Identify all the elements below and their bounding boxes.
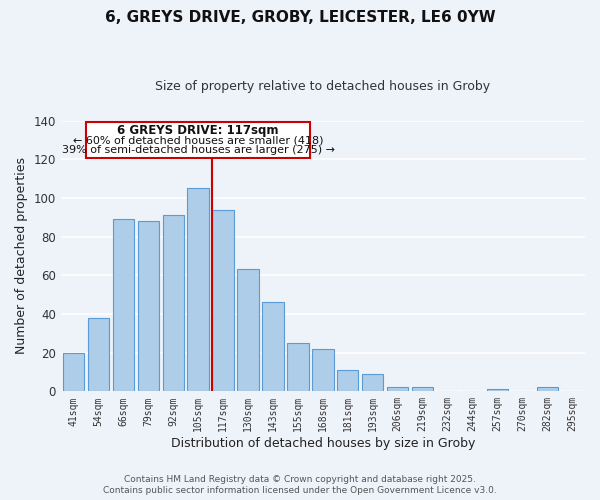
Text: Contains public sector information licensed under the Open Government Licence v3: Contains public sector information licen… <box>103 486 497 495</box>
Bar <box>62 352 84 392</box>
Bar <box>238 270 259 392</box>
Text: 39% of semi-detached houses are larger (275) →: 39% of semi-detached houses are larger (… <box>62 144 335 154</box>
Text: ← 60% of detached houses are smaller (418): ← 60% of detached houses are smaller (41… <box>73 135 323 145</box>
Bar <box>362 374 383 392</box>
Bar <box>287 343 308 392</box>
Text: Contains HM Land Registry data © Crown copyright and database right 2025.: Contains HM Land Registry data © Crown c… <box>124 474 476 484</box>
Bar <box>137 221 159 392</box>
FancyBboxPatch shape <box>86 122 310 158</box>
Bar <box>312 349 334 392</box>
Text: 6, GREYS DRIVE, GROBY, LEICESTER, LE6 0YW: 6, GREYS DRIVE, GROBY, LEICESTER, LE6 0Y… <box>104 10 496 25</box>
X-axis label: Distribution of detached houses by size in Groby: Distribution of detached houses by size … <box>171 437 475 450</box>
Text: 6 GREYS DRIVE: 117sqm: 6 GREYS DRIVE: 117sqm <box>118 124 279 138</box>
Bar <box>412 388 433 392</box>
Bar <box>262 302 284 392</box>
Bar <box>163 216 184 392</box>
Bar <box>113 219 134 392</box>
Bar <box>88 318 109 392</box>
Bar <box>337 370 358 392</box>
Bar <box>537 388 558 392</box>
Bar <box>212 210 233 392</box>
Title: Size of property relative to detached houses in Groby: Size of property relative to detached ho… <box>155 80 490 93</box>
Bar <box>387 388 409 392</box>
Bar <box>187 188 209 392</box>
Bar <box>487 390 508 392</box>
Y-axis label: Number of detached properties: Number of detached properties <box>15 158 28 354</box>
